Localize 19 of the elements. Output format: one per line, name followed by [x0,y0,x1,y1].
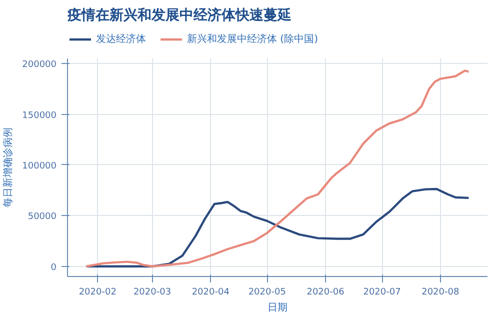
x-tick-label: 2020-06 [306,288,345,298]
y-tick-label: 50000 [28,212,57,222]
x-tick-label: 2020-02 [78,288,116,298]
legend-label: 发达经济体 [96,32,146,46]
chart-title: 疫情在新兴和发展中经济体快速蔓延 [66,6,292,24]
y-tick-label: 0 [50,262,57,273]
line-series [85,70,470,268]
legend-label: 新兴和发展中经济体 (除中国) [187,32,318,46]
x-tick-label: 2020-08 [422,288,460,298]
x-tick-label: 2020-03 [133,288,172,298]
y-axis-title: 每日新增确诊病例 [2,128,14,208]
y-tick-label: 150000 [22,110,57,121]
x-axis-title: 日期 [268,302,288,314]
x-tick-label: 2020-05 [248,288,286,298]
y-tick-label: 200000 [22,60,57,70]
x-tick-label: 2020-04 [192,288,230,298]
x-tick-label: 2020-07 [363,288,401,298]
line-series [85,188,470,268]
y-tick-label: 100000 [22,161,57,172]
